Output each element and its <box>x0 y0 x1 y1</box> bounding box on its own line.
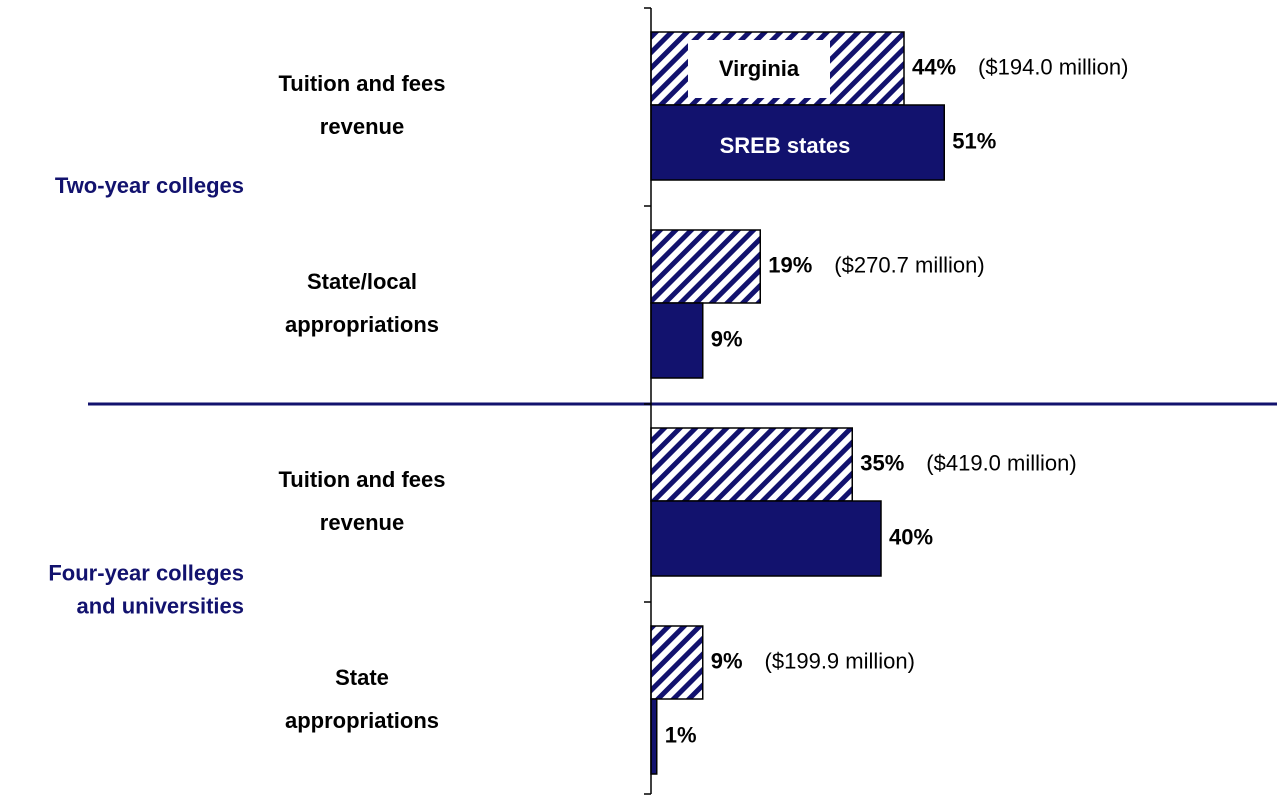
bar <box>650 427 853 502</box>
value-label: 51% <box>952 128 996 153</box>
bar <box>650 625 704 700</box>
bar <box>650 104 945 181</box>
category-label: State <box>335 665 389 690</box>
group-label: Two-year colleges <box>55 173 244 198</box>
value-label: 40% <box>889 524 933 549</box>
value-label: 44% <box>912 54 956 79</box>
category-label: State/local <box>307 269 417 294</box>
category-label: appropriations <box>285 312 439 337</box>
bar <box>650 500 882 577</box>
value-label: 1% <box>665 722 697 747</box>
annotation: ($194.0 million) <box>978 54 1128 79</box>
category-label: revenue <box>320 510 404 535</box>
legend-label: SREB states <box>720 133 851 158</box>
category-label: revenue <box>320 114 404 139</box>
annotation: ($270.7 million) <box>834 252 984 277</box>
bar <box>650 229 761 304</box>
legend-box <box>688 40 830 98</box>
legend-label: Virginia <box>719 56 800 81</box>
bar <box>650 698 658 775</box>
value-label: 9% <box>711 648 743 673</box>
group-label: Four-year colleges <box>48 560 244 585</box>
group-label: and universities <box>76 593 244 618</box>
value-label: 9% <box>711 326 743 351</box>
category-label: appropriations <box>285 708 439 733</box>
annotation: ($419.0 million) <box>926 450 1076 475</box>
value-label: 35% <box>860 450 904 475</box>
category-label: Tuition and fees <box>278 467 445 492</box>
value-label: 19% <box>768 252 812 277</box>
bar <box>650 302 704 379</box>
annotation: ($199.9 million) <box>765 648 915 673</box>
category-label: Tuition and fees <box>278 71 445 96</box>
